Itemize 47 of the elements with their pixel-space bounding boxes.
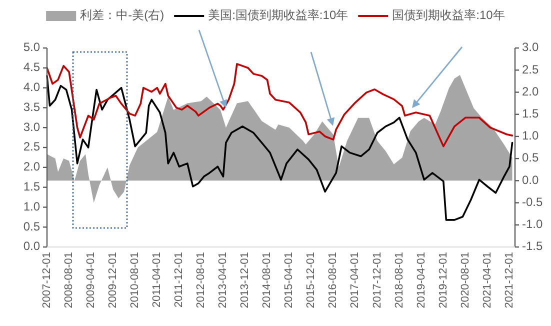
x-tick-label: 2008-08-01 (62, 252, 75, 308)
x-tick-label: 2017-04-01 (349, 252, 362, 308)
x-tick-label: 2019-12-01 (437, 252, 450, 308)
y-tick-label: 2.5 (23, 140, 40, 154)
y2-tick-label: 0.0 (522, 172, 540, 187)
y-tick-label: 3.0 (23, 120, 40, 134)
y-tick-label: 0.0 (23, 239, 40, 254)
y2-tick-label: -0.5 (522, 194, 544, 209)
y-tick-label: 1.5 (23, 179, 40, 194)
y-tick-label: 0.5 (23, 219, 40, 234)
x-tick-label: 2014-08-01 (261, 252, 274, 308)
y2-tick-label: 1.0 (522, 128, 540, 143)
y-tick-label: 3.5 (23, 100, 40, 114)
x-tick-label: 2010-08-01 (128, 252, 141, 308)
line-series (46, 63, 514, 148)
x-tick-label: 2013-04-01 (217, 252, 230, 308)
x-tick-label: 2009-04-01 (84, 252, 97, 308)
x-tick-label: 2011-04-01 (151, 252, 164, 308)
x-tick-label: 2015-12-01 (305, 252, 318, 308)
x-tick-label: 2021-12-01 (503, 252, 516, 308)
x-tick-label: 2015-04-01 (283, 252, 296, 308)
x-tick-label: 2018-08-01 (393, 252, 406, 308)
y2-tick-label: 1.5 (522, 106, 540, 121)
y-tick-label: 4.0 (23, 80, 40, 94)
x-tick-label: 2012-08-01 (195, 252, 208, 308)
y2-tick-label: 0.5 (522, 150, 540, 165)
x-tick-label: 2017-12-01 (371, 252, 384, 308)
x-tick-label: 2016-08-01 (327, 252, 340, 308)
x-tick-label: 2019-04-01 (415, 252, 428, 308)
y2-tick-label: 2.5 (522, 62, 540, 76)
y-tick-label: 4.5 (23, 60, 40, 74)
x-tick-label: 2021-04-01 (481, 252, 494, 308)
legend-label: 国债到期收益率:10年 (392, 8, 505, 22)
x-tick-label: 2013-12-01 (239, 252, 252, 308)
y-tick-label: 5.0 (23, 40, 40, 54)
y2-tick-label: 3.0 (522, 40, 540, 54)
y2-tick-label: 2.0 (522, 84, 540, 98)
x-tick-label: 2011-12-01 (173, 252, 186, 308)
y2-tick-label: -1.0 (522, 217, 544, 232)
x-tick-label: 2020-08-01 (459, 252, 472, 308)
legend-label: 利差：中-美(右) (80, 8, 164, 22)
x-tick-label: 2009-12-01 (106, 252, 119, 308)
legend-label: 美国:国债到期收益率:10年 (208, 8, 348, 22)
y2-tick-label: -1.5 (522, 239, 544, 254)
y-tick-label: 1.0 (23, 199, 40, 214)
y-tick-label: 2.0 (23, 160, 40, 174)
x-tick-label: 2007-12-01 (40, 252, 53, 308)
